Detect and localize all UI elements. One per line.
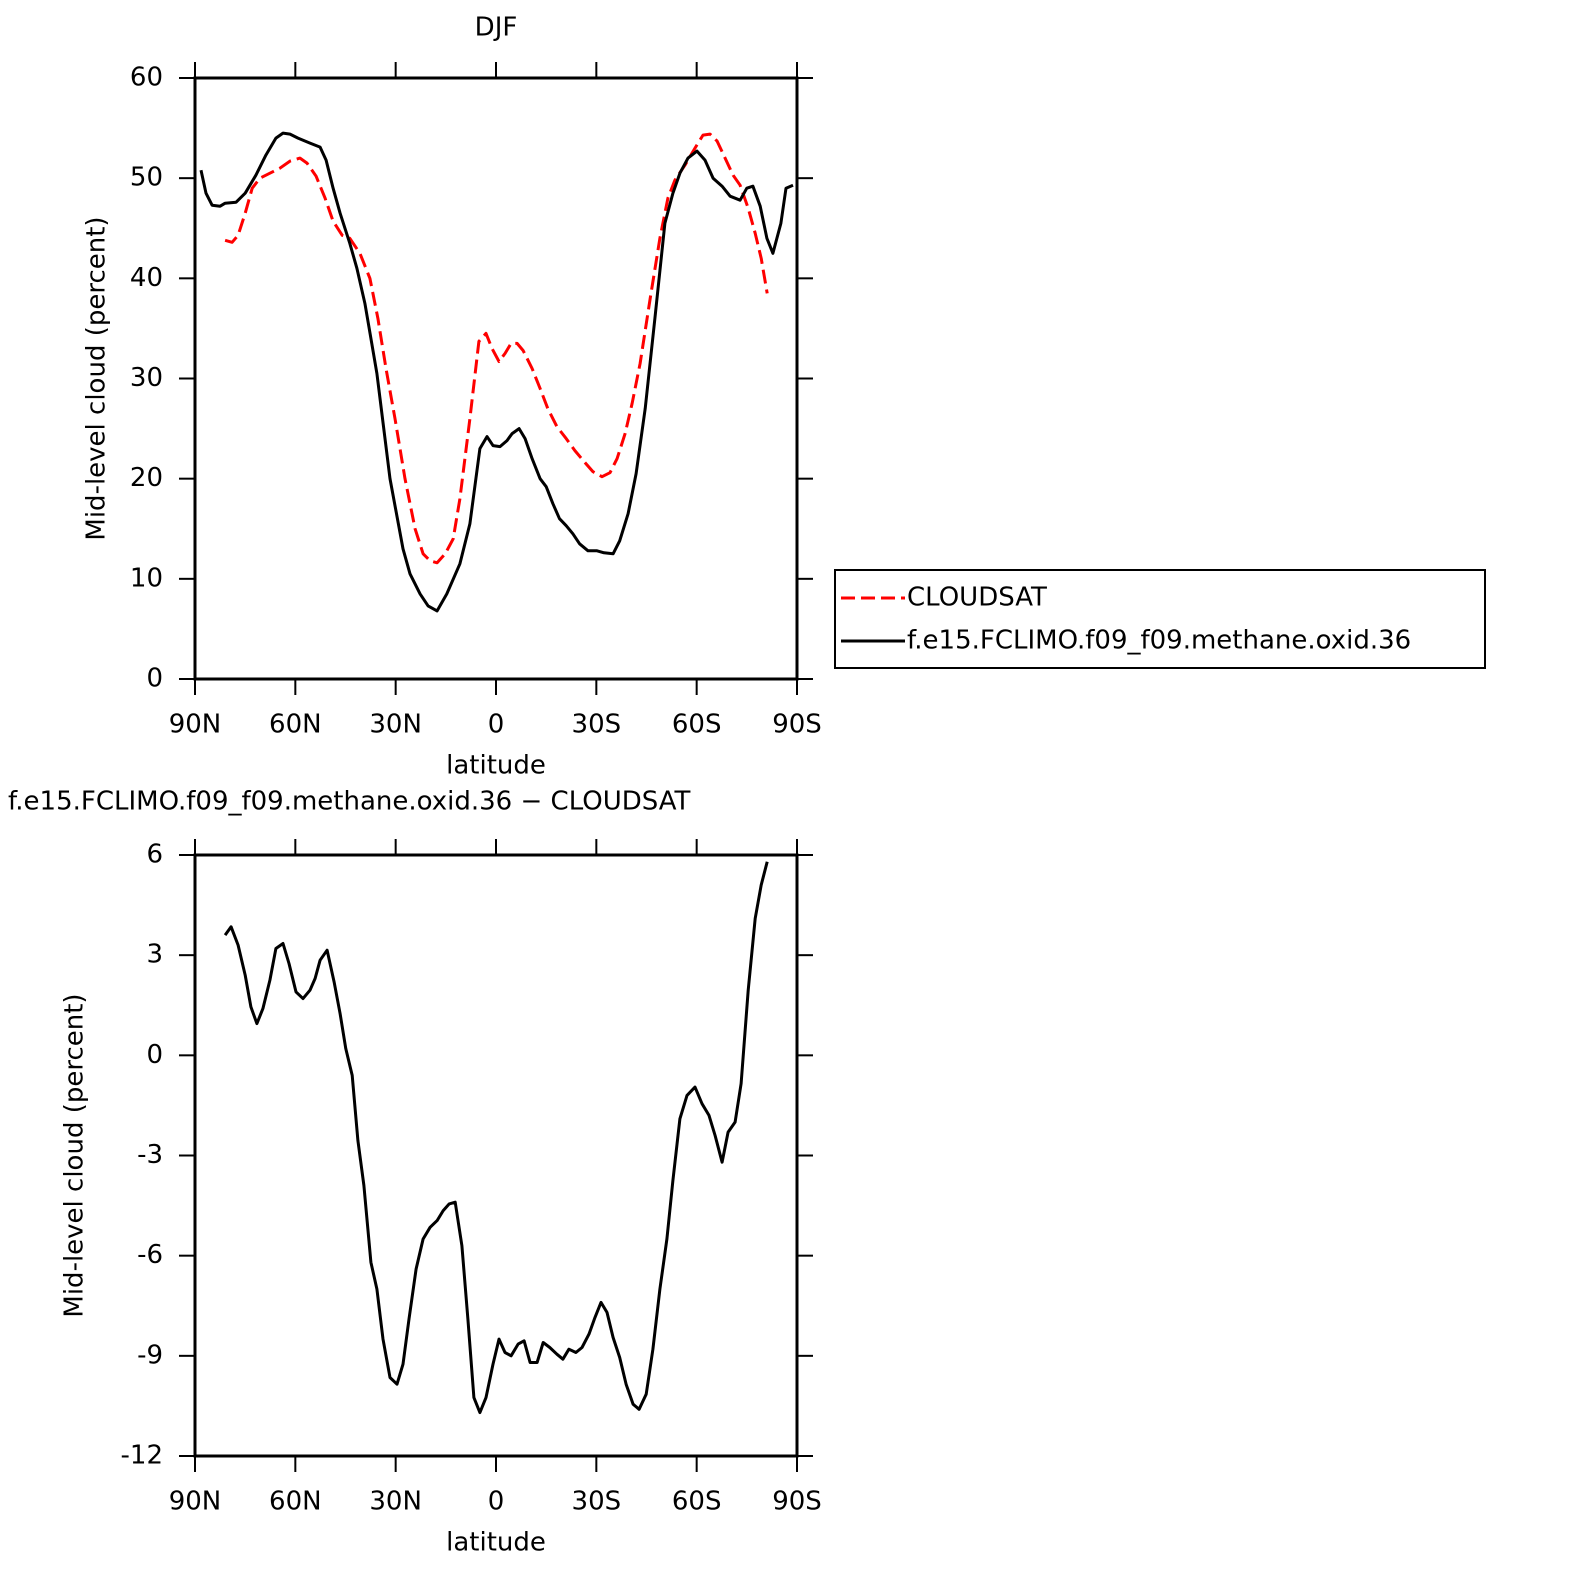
x-tick-label: 0 xyxy=(488,710,505,740)
y-tick-label: 40 xyxy=(130,263,163,293)
y-tick-label: -6 xyxy=(137,1240,163,1270)
x-axis-title: latitude xyxy=(446,1528,546,1558)
x-tick-label: 60S xyxy=(672,710,722,740)
y-tick-label: 6 xyxy=(146,840,163,870)
chart-title: f.e15.FCLIMO.f09_f09.methane.oxid.36 − C… xyxy=(8,787,691,817)
legend-label: CLOUDSAT xyxy=(907,583,1047,613)
x-tick-label: 60N xyxy=(269,710,322,740)
plot-frame xyxy=(193,853,799,1458)
x-tick-label: 90N xyxy=(169,710,222,740)
y-tick-label: 0 xyxy=(146,1040,163,1070)
x-tick-label: 30S xyxy=(572,1487,622,1517)
y-tick-label: 10 xyxy=(130,563,163,593)
x-tick-label: 30N xyxy=(369,1487,422,1517)
plot-frame xyxy=(193,76,799,681)
series-line xyxy=(223,861,769,1415)
x-tick-label: 30S xyxy=(572,710,622,740)
x-tick-label: 90N xyxy=(169,1487,222,1517)
x-tick-label: 90S xyxy=(772,710,822,740)
x-tick-label: 30N xyxy=(369,710,422,740)
x-axis-title: latitude xyxy=(446,751,546,781)
y-tick-label: -12 xyxy=(121,1441,163,1471)
y-axis-title: Mid-level cloud (percent) xyxy=(82,216,112,540)
x-tick-label: 60N xyxy=(269,1487,322,1517)
legend-label: f.e15.FCLIMO.f09_f09.methane.oxid.36 xyxy=(907,626,1411,656)
y-tick-label: 50 xyxy=(130,163,163,193)
x-tick-label: 0 xyxy=(488,1487,505,1517)
y-axis-title: Mid-level cloud (percent) xyxy=(60,993,90,1317)
chart-title: DJF xyxy=(475,13,518,43)
y-tick-label: 60 xyxy=(130,63,163,93)
x-tick-label: 90S xyxy=(772,1487,822,1517)
series-line xyxy=(199,131,794,613)
series-line xyxy=(224,132,769,565)
y-tick-label: 30 xyxy=(130,363,163,393)
y-tick-label: -3 xyxy=(137,1140,163,1170)
y-tick-label: 3 xyxy=(146,940,163,970)
x-tick-label: 60S xyxy=(672,1487,722,1517)
y-tick-label: 0 xyxy=(146,664,163,694)
y-tick-label: 20 xyxy=(130,463,163,493)
legend-box xyxy=(834,569,1486,669)
y-tick-label: -9 xyxy=(137,1340,163,1370)
